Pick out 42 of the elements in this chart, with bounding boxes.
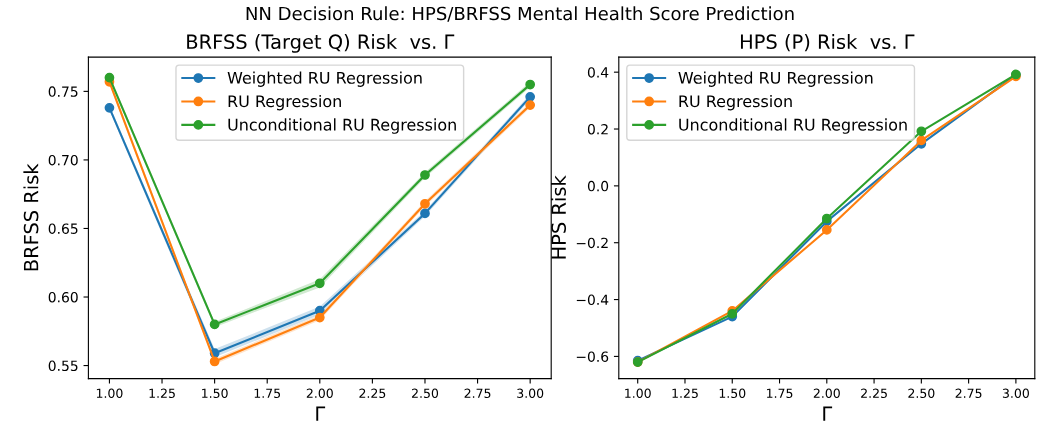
legend-label: Weighted RU Regression: [678, 71, 873, 87]
x-tick-label: 1.75: [254, 388, 281, 398]
x-tick-label: 2.50: [411, 388, 439, 398]
chart-title: HPS (P) Risk vs. Γ: [740, 34, 915, 52]
y-tick-label: 0.75: [48, 86, 78, 97]
x-tick-label: 1.50: [202, 388, 228, 398]
y-axis-title: BRFSS Risk: [23, 163, 39, 271]
legend-label: Unconditional RU Regression: [679, 118, 907, 134]
text: NN Decision Rule: HPS/BRFSS Mental Health Score Prediction: [246, 6, 794, 22]
x-tick-label: 1.75: [766, 388, 793, 398]
x-tick-label: 1.25: [672, 388, 698, 398]
y-tick-label: 0.60: [48, 291, 78, 303]
x-tick-label: 2.00: [306, 388, 333, 398]
y-tick-label: 0.2: [587, 123, 608, 135]
y-tick-label: −0.4: [576, 294, 609, 306]
legend-label: Unconditional RU Regression: [228, 118, 456, 134]
y-tick-label: −0.2: [576, 237, 608, 249]
x-tick-label: 2.75: [955, 388, 982, 398]
y-tick-label: 0.0: [587, 180, 609, 192]
y-tick-label: 0.4: [587, 67, 609, 78]
legend-label: RU Regression: [228, 94, 341, 111]
x-axis-title: Γ: [823, 406, 833, 421]
x-tick-label: 2.50: [908, 388, 935, 398]
x-tick-label: 1.25: [149, 388, 175, 398]
y-tick-label: −0.6: [576, 351, 609, 362]
y-tick-label: 0.70: [48, 154, 78, 166]
legend-label: RU Regression: [679, 94, 792, 111]
chart-title: BRFSS (Target Q) Risk vs. Γ: [187, 34, 455, 53]
x-tick-label: 3.00: [1002, 388, 1029, 398]
x-tick-label: 2.75: [464, 388, 491, 398]
x-axis-title: Γ: [316, 406, 326, 421]
y-tick-label: 0.65: [48, 223, 78, 234]
x-tick-label: 2.25: [861, 388, 887, 398]
y-axis-title: HPS Risk: [550, 175, 567, 259]
x-tick-label: 2.00: [813, 388, 840, 398]
y-tick-label: 0.55: [48, 360, 78, 372]
x-tick-label: 1.00: [625, 388, 651, 398]
x-tick-label: 3.00: [517, 388, 544, 398]
x-tick-label: 2.25: [359, 388, 386, 398]
x-tick-label: 1.50: [719, 388, 746, 398]
x-tick-label: 1.00: [96, 388, 123, 398]
legend-label: Weighted RU Regression: [227, 71, 422, 87]
